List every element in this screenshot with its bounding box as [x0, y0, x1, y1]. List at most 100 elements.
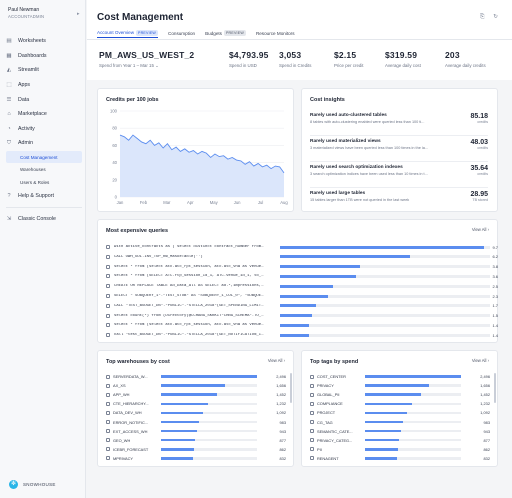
x-tick-label: Jul — [258, 200, 263, 205]
tab-account-overview[interactable]: Account Overview PREVIEW — [97, 28, 159, 38]
warehouse-row-name: CTE_HIERARCHY... — [113, 401, 149, 407]
query-row[interactable]: with active_contracts as ( select distin… — [106, 242, 498, 252]
sidebar-item-apps[interactable]: ⬚ Apps — [6, 78, 82, 93]
query-value: 9.7 — [492, 244, 498, 250]
tab-resource-monitors[interactable]: Resource Monitors — [256, 28, 295, 38]
warehouse-row-value: 1,092 — [276, 410, 286, 416]
insight-item[interactable]: Rarely used materialized views 3 materia… — [310, 139, 488, 167]
brand[interactable]: ✻ SNOWHOUSE — [9, 480, 56, 489]
sidebar-item-admin[interactable]: ⛉ Admin — [6, 136, 82, 151]
sidebar-subitem-cost-management[interactable]: Cost Management — [6, 150, 82, 164]
warehouse-row[interactable]: ICEBR_FORECAST 862 — [106, 445, 286, 454]
x-tick-label: Jan — [117, 200, 124, 205]
tag-row[interactable]: PII 862 — [310, 445, 490, 454]
sidebar-item-help[interactable]: ? Help & Support — [6, 188, 82, 203]
tag-row[interactable]: PRIVACY 1,656 — [310, 381, 490, 390]
period-selector[interactable]: Spend from Year 1 – Mar 15 ⌄ — [99, 63, 194, 69]
sidebar-subitem-warehouses[interactable]: Warehouses — [20, 167, 46, 172]
tag-row[interactable]: PROJECT 1,092 — [310, 408, 490, 417]
query-icon — [106, 313, 110, 318]
sidebar-item-dashboards[interactable]: ▦ Dashboards — [6, 49, 82, 64]
view-all-link[interactable]: View All › — [472, 227, 489, 232]
query-row[interactable]: select count(*) from (Directory(@CCHANG_… — [106, 311, 498, 321]
query-row[interactable]: CREATE OR REPLACE TABLE Ad_Data_All AS S… — [106, 281, 498, 291]
warehouse-row[interactable]: DATA_DEV_WH 1,092 — [106, 408, 286, 417]
tag-row[interactable]: CG_TAG 983 — [310, 418, 490, 427]
dashboard-icon: ▦ — [6, 52, 12, 59]
y-tick-label: 100 — [110, 109, 118, 114]
tag-row[interactable]: COMPLIANCE 1,232 — [310, 399, 490, 408]
bar-track — [365, 438, 461, 442]
query-row[interactable]: CALL OWH_UDL.INV_TOP_RW_MaskeTable('') 6.… — [106, 252, 498, 262]
sidebar-item-activity[interactable]: ◔ Activity — [6, 122, 82, 137]
account-selector[interactable]: PM_AWS_US_WEST_2 Spend from Year 1 – Mar… — [99, 50, 194, 69]
warehouse-icon — [106, 392, 110, 397]
query-row[interactable]: select * from (SELECT ATC.Ftp_Session_Id… — [106, 271, 498, 281]
sidebar-item-label: Admin — [18, 140, 34, 147]
query-bar — [280, 333, 310, 337]
sidebar-item-marketplace[interactable]: ⌂ Marketplace — [6, 107, 82, 122]
query-icon — [106, 333, 110, 338]
query-row[interactable]: SELECT " SUBQUERY_1"."TEST_STUB" AS "SUB… — [106, 291, 498, 301]
sidebar-subitem-users-roles[interactable]: Users & Roles — [20, 179, 50, 185]
insight-unit: credits — [477, 172, 488, 176]
tab-label: Consumption — [168, 30, 196, 36]
query-value: 3.6 — [492, 273, 498, 279]
insight-unit: credits — [477, 146, 488, 150]
warehouse-row[interactable]: AX_XS 1,656 — [106, 381, 286, 390]
collapse-sidebar-icon[interactable]: ▸ — [77, 11, 80, 17]
warehouse-row-name: EXT_ACCESS_WH — [113, 428, 148, 434]
query-icon — [106, 303, 110, 308]
warehouse-row[interactable]: SERVERDATA_W... 2,496 — [106, 372, 286, 381]
tag-row[interactable]: GLOBAL_PII 1,452 — [310, 390, 490, 399]
query-value: 3.8 — [492, 264, 498, 270]
warehouse-row[interactable]: CTE_HIERARCHY... 1,232 — [106, 399, 286, 408]
tag-icon — [310, 401, 314, 406]
tab-budgets[interactable]: Budgets PREVIEW — [205, 28, 246, 38]
query-bar-track — [280, 333, 490, 337]
header-actions: ⎘ ↻ — [480, 14, 498, 21]
sidebar-item-data[interactable]: ☰ Data — [6, 92, 82, 107]
query-row[interactable]: select * from (select atc.atc_rpt_sessio… — [106, 320, 498, 330]
tab-consumption[interactable]: Consumption — [168, 28, 195, 38]
warehouse-row[interactable]: APP_WH 1,452 — [106, 390, 286, 399]
brand-label: SNOWHOUSE — [23, 482, 56, 487]
view-all-link[interactable]: View All › — [472, 358, 489, 363]
query-row[interactable]: select * from (select atc.atc_rpt_sessio… — [106, 262, 498, 272]
scrollbar[interactable] — [290, 373, 292, 403]
warehouse-row[interactable]: EXT_ACCESS_WH 943 — [106, 427, 286, 436]
insight-item[interactable]: Rarely used large tables 15 tables large… — [310, 191, 488, 219]
view-all-link[interactable]: View All › — [268, 358, 285, 363]
tag-row[interactable]: COST_CENTER 2,496 — [310, 372, 490, 381]
sidebar-item-label: Worksheets — [18, 38, 46, 45]
query-row[interactable]: call "test_BUDGET_DB"."PUBLIC"."STELLA_2… — [106, 330, 498, 340]
insight-item[interactable]: Rarely used auto-clustered tables 8 tabl… — [310, 113, 488, 141]
query-bar — [280, 255, 411, 259]
tag-row[interactable]: SEMANTIC_CATE... 943 — [310, 427, 490, 436]
tag-row-value: 862 — [483, 446, 491, 452]
y-tick-label: 0 — [115, 195, 118, 200]
tag-row[interactable]: RENAGENT 832 — [310, 454, 490, 463]
warehouse-row[interactable]: GEO_WH 877 — [106, 436, 286, 445]
user-switcher[interactable]: Paul Newman ACCOUNTADMIN — [8, 7, 44, 19]
warehouse-row[interactable]: MPRIVACY 832 — [106, 454, 286, 463]
account-name: PM_AWS_US_WEST_2 — [99, 50, 195, 60]
bar — [365, 429, 402, 433]
warehouse-row[interactable]: ERROR_NOTIFIC... 983 — [106, 418, 286, 427]
sidebar-item-worksheets[interactable]: ▤ Worksheets — [6, 34, 82, 49]
share-icon[interactable]: ⎘ — [479, 14, 485, 20]
insight-metric: 85.18 credits — [470, 113, 488, 124]
tag-row-value: 1,232 — [480, 401, 490, 407]
tag-icon — [310, 429, 314, 434]
refresh-icon[interactable]: ↻ — [493, 14, 498, 20]
query-bar-track — [280, 294, 490, 298]
sidebar-item-label: Data — [18, 96, 30, 103]
query-icon — [106, 254, 110, 259]
warehouse-icon — [106, 374, 110, 379]
sidebar-item-streamlit[interactable]: ◭ Streamlit — [6, 63, 82, 78]
tag-row[interactable]: PRIVACY_CATEG... 877 — [310, 436, 490, 445]
sidebar-item-classic-console[interactable]: ⇲ Classic Console — [6, 212, 82, 227]
scrollbar[interactable] — [494, 373, 496, 403]
query-row[interactable]: CALL "TEST_BUDGET_DB"."PUBLIC"."STELLA_2… — [106, 301, 498, 311]
insight-item[interactable]: Rarely used search optimization indexes … — [310, 165, 488, 193]
